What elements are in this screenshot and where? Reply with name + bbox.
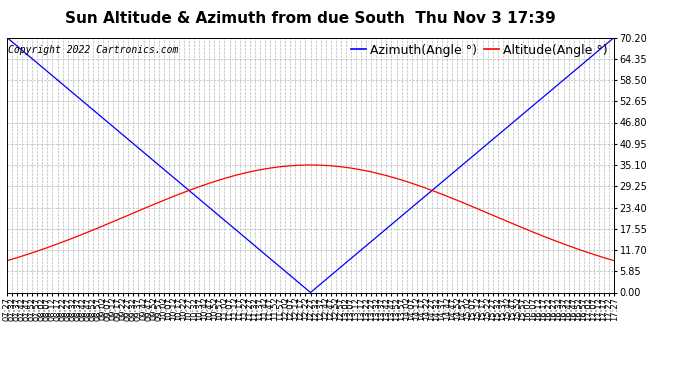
Text: Sun Altitude & Azimuth from due South  Thu Nov 3 17:39: Sun Altitude & Azimuth from due South Th… bbox=[65, 11, 556, 26]
Text: Copyright 2022 Cartronics.com: Copyright 2022 Cartronics.com bbox=[8, 45, 179, 55]
Legend: Azimuth(Angle °), Altitude(Angle °): Azimuth(Angle °), Altitude(Angle °) bbox=[351, 44, 608, 57]
